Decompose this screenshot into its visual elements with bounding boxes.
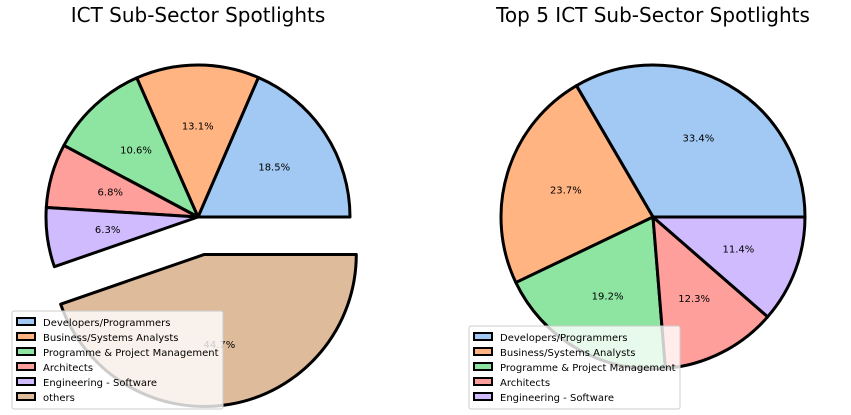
legend-label: Developers/Programmers bbox=[43, 318, 170, 329]
legend-swatch bbox=[16, 362, 36, 371]
legend-label: Architects bbox=[500, 378, 550, 389]
legend-swatch bbox=[473, 377, 493, 386]
pie-percent-label: 10.6% bbox=[120, 146, 152, 157]
pie-percent-label: 18.5% bbox=[258, 162, 290, 173]
left-chart-title: ICT Sub-Sector Spotlights bbox=[71, 3, 326, 27]
legend-frame bbox=[11, 310, 224, 410]
right-chart-title: Top 5 ICT Sub-Sector Spotlights bbox=[495, 3, 810, 27]
legend-label: Developers/Programmers bbox=[500, 333, 627, 344]
legend-label: Architects bbox=[43, 363, 93, 374]
pie-percent-label: 11.4% bbox=[723, 244, 755, 255]
legend-swatch bbox=[473, 332, 493, 341]
pie-slice-business-systems-analysts bbox=[499, 84, 655, 285]
legend-swatch bbox=[16, 332, 36, 341]
pie-slice-business-systems-analysts bbox=[135, 63, 260, 219]
legend-label: others bbox=[43, 393, 75, 404]
pie-percent-label: 6.3% bbox=[95, 225, 120, 236]
legend-swatch bbox=[473, 392, 493, 401]
left-pie-slices bbox=[44, 63, 358, 408]
left-pie-chart: ICT Sub-Sector Spotlights 18.5% 13.1% 10.6… bbox=[11, 3, 358, 410]
legend-swatch bbox=[16, 377, 36, 386]
pie-percent-label: 23.7% bbox=[550, 186, 582, 197]
legend-frame bbox=[468, 325, 681, 410]
pie-percent-label: 19.2% bbox=[592, 292, 624, 303]
pie-slice-engineering-software bbox=[651, 215, 807, 319]
pie-slice-engineering-software bbox=[44, 205, 200, 269]
legend-label: Programme & Project Management bbox=[43, 348, 219, 359]
right-pie-slices bbox=[499, 63, 807, 371]
legend-label: Business/Systems Analysts bbox=[500, 348, 636, 359]
right-pie-percent-labels: 33.4% 23.7% 19.2% 12.3% 11.4% bbox=[550, 133, 754, 304]
pie-percent-label: 33.4% bbox=[683, 133, 715, 144]
legend-label: Programme & Project Management bbox=[500, 363, 676, 374]
legend-label: Engineering - Software bbox=[500, 393, 614, 404]
pie-percent-label: 6.8% bbox=[98, 188, 123, 199]
legend-swatch bbox=[16, 317, 36, 326]
legend-swatch bbox=[16, 347, 36, 356]
pie-slice-programme-project-management bbox=[62, 76, 200, 219]
legend-swatch bbox=[473, 347, 493, 356]
right-pie-legend: Developers/Programmers Business/Systems A… bbox=[468, 325, 681, 410]
pie-slice-developers-programmers bbox=[574, 63, 807, 219]
pie-percent-label: 12.3% bbox=[678, 294, 710, 305]
legend-swatch bbox=[16, 392, 36, 401]
pie-percent-label: 13.1% bbox=[182, 121, 214, 132]
legend-label: Business/Systems Analysts bbox=[43, 333, 179, 344]
right-pie-chart: Top 5 ICT Sub-Sector Spotlights 33.4% 23.… bbox=[468, 3, 810, 410]
legend-swatch bbox=[473, 362, 493, 371]
legend-label: Engineering - Software bbox=[43, 378, 157, 389]
left-pie-legend: Developers/Programmers Business/Systems A… bbox=[11, 310, 224, 410]
pie-slice-developers-programmers bbox=[196, 76, 352, 219]
